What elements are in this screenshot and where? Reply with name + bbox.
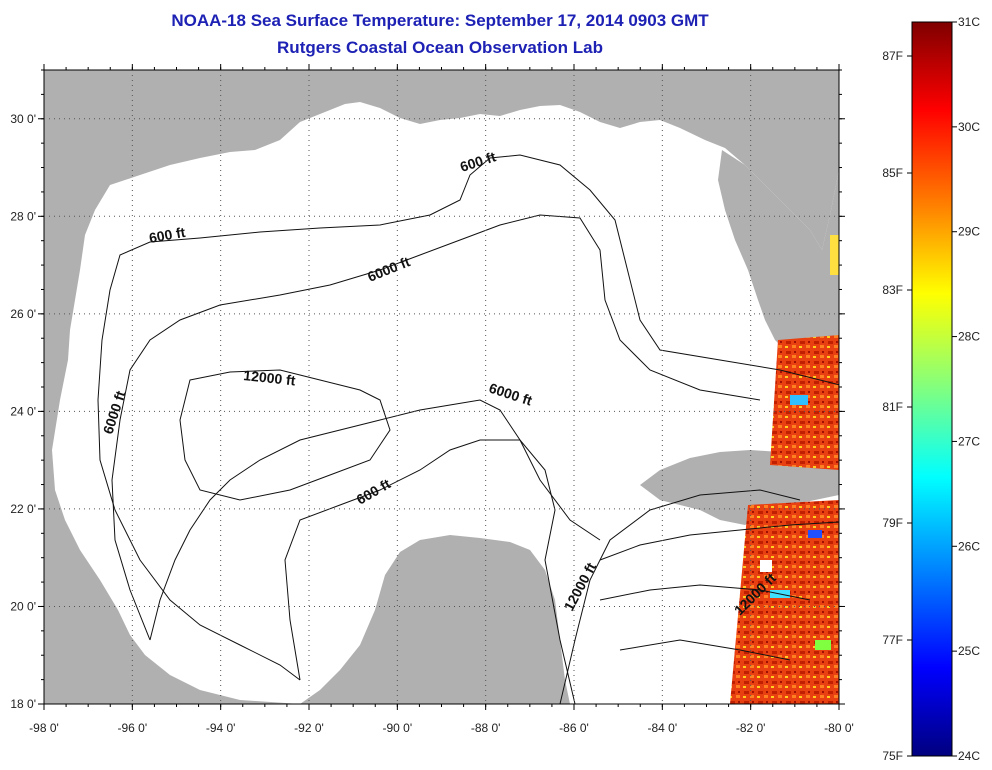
lon-tick-label: -92 0' xyxy=(294,721,324,735)
contour-600ft-south xyxy=(284,439,576,704)
lon-tick-label: -84 0' xyxy=(648,721,678,735)
fahrenheit-label: 87F xyxy=(882,49,903,63)
land-north-america xyxy=(44,70,839,704)
celsius-label: 30C xyxy=(958,120,980,134)
land-yucatan xyxy=(300,535,570,704)
lat-tick-label: 24 0' xyxy=(10,404,36,418)
fahrenheit-label: 77F xyxy=(882,633,903,647)
celsius-label: 25C xyxy=(958,644,980,658)
map-title: NOAA-18 Sea Surface Temperature: Septemb… xyxy=(171,11,709,30)
fahrenheit-label: 79F xyxy=(882,516,903,530)
land-florida xyxy=(718,150,839,362)
lat-tick-label: 26 0' xyxy=(10,307,36,321)
celsius-label: 24C xyxy=(958,749,980,763)
celsius-label: 27C xyxy=(958,434,980,448)
lon-tick-label: -88 0' xyxy=(471,721,501,735)
fahrenheit-label: 81F xyxy=(882,400,903,414)
contour-600ft xyxy=(97,154,839,681)
colorbar xyxy=(911,21,953,757)
lon-tick-label: -94 0' xyxy=(206,721,236,735)
celsius-label: 28C xyxy=(958,330,980,344)
lat-tick-label: 28 0' xyxy=(10,209,36,223)
contour-6000ft xyxy=(149,399,601,641)
colorbar-ticks: 31C 30C 29C 28C 27C 26C 25C 24C 87F 85F 83F 81F 79F 7… xyxy=(882,15,980,763)
land-cuba xyxy=(640,450,839,525)
contour-6000ft-north xyxy=(111,214,761,641)
contour-label: 600 ft xyxy=(148,224,187,246)
lon-tick-label: -98 0' xyxy=(29,721,59,735)
lat-tick-label: 18 0' xyxy=(10,697,36,711)
celsius-label: 26C xyxy=(958,539,980,553)
map-subtitle: Rutgers Coastal Ocean Observation Lab xyxy=(277,38,603,57)
lon-tick-label: -90 0' xyxy=(383,721,413,735)
celsius-label: 29C xyxy=(958,225,980,239)
lat-tick-label: 30 0' xyxy=(10,112,36,126)
lon-tick-label: -86 0' xyxy=(559,721,589,735)
lat-tick-label: 20 0' xyxy=(10,599,36,613)
fahrenheit-label: 85F xyxy=(882,166,903,180)
fahrenheit-label: 75F xyxy=(882,749,903,763)
fahrenheit-label: 83F xyxy=(882,283,903,297)
contour-label: 12000 ft xyxy=(243,367,297,388)
axis-ticks: -98 0' -96 0' -94 0' -92 0' -90 0' -88 0' -86 … xyxy=(10,64,854,735)
contour-12000ft xyxy=(179,369,391,501)
bathymetry-contours xyxy=(97,154,839,704)
lat-tick-label: 22 0' xyxy=(10,502,36,516)
lon-tick-label: -96 0' xyxy=(118,721,148,735)
lon-tick-label: -82 0' xyxy=(736,721,766,735)
graticule xyxy=(44,70,839,704)
lon-tick-label: -80 0' xyxy=(824,721,854,735)
contour-12000ft-east xyxy=(559,489,801,704)
celsius-label: 31C xyxy=(958,15,980,29)
